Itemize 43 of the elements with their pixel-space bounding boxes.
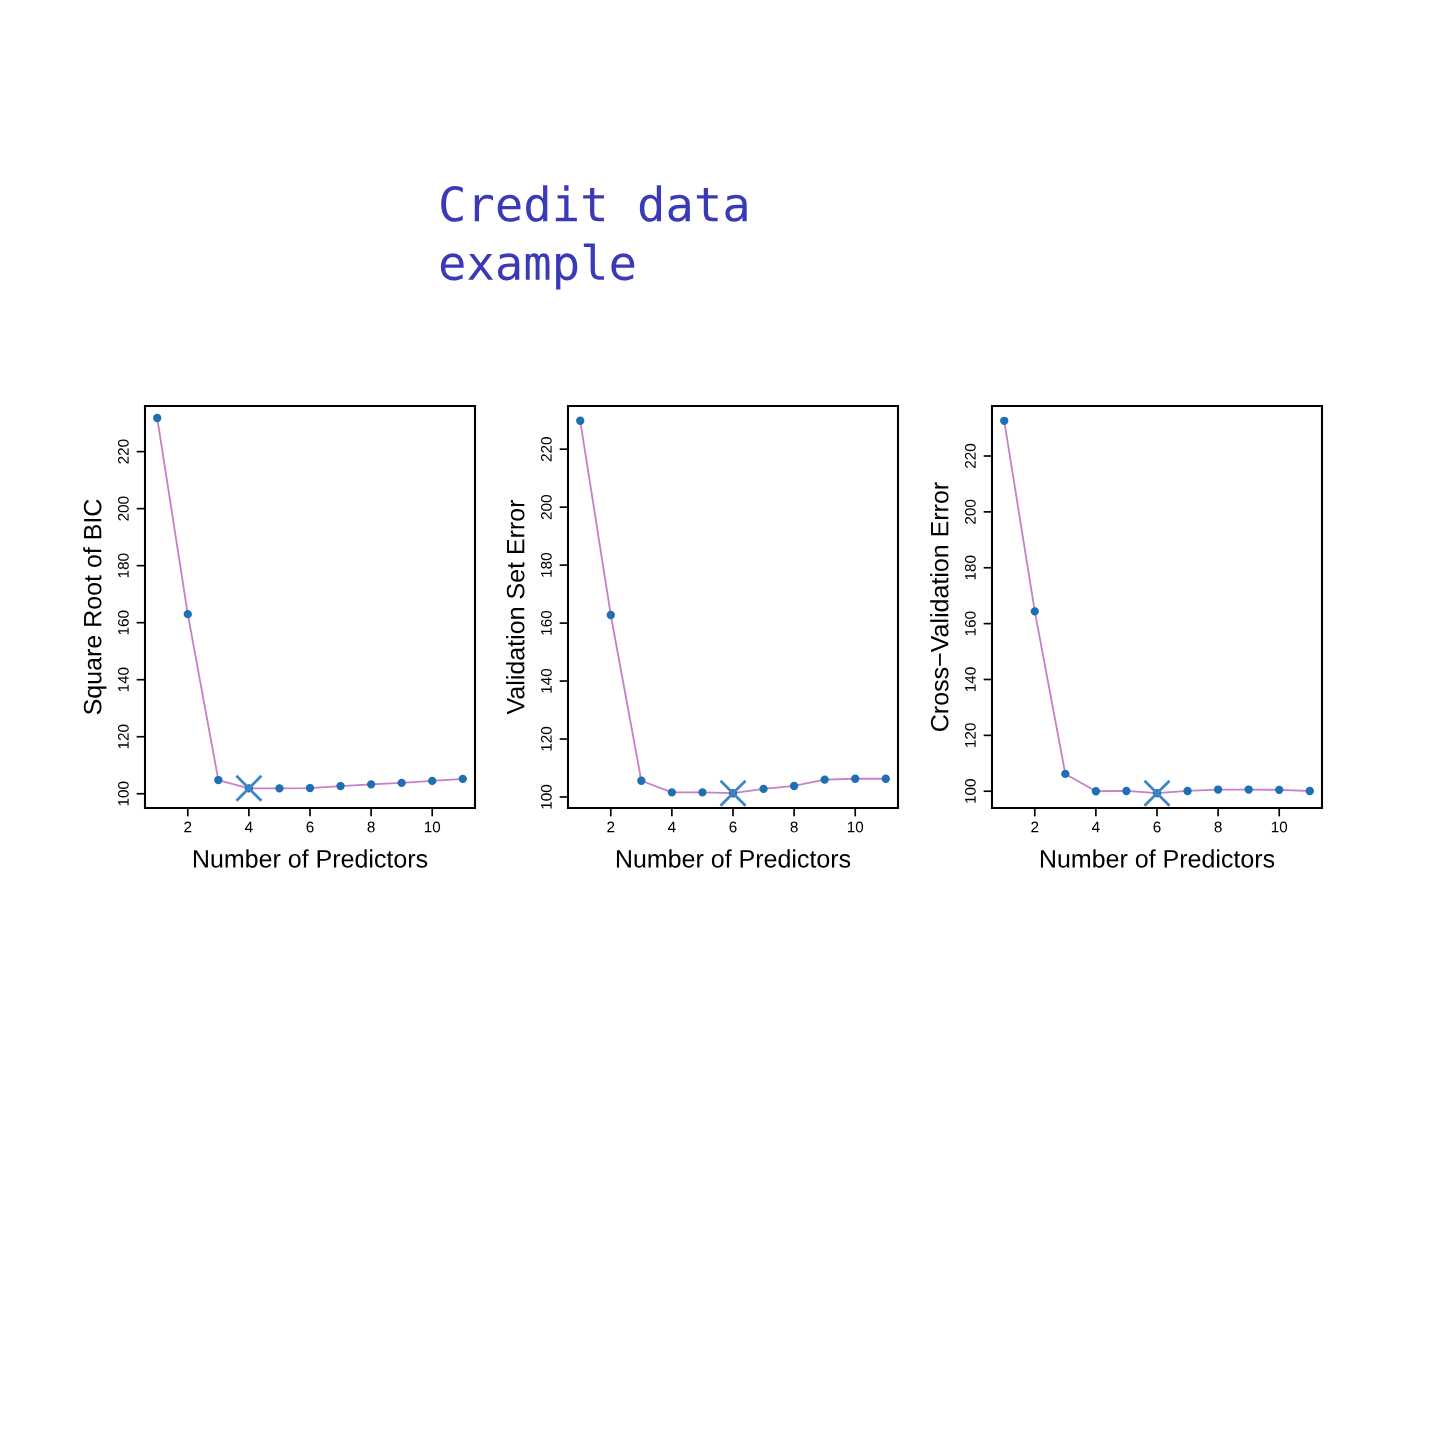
y-tick-label: 140 bbox=[964, 667, 976, 692]
y-tick-label: 220 bbox=[117, 439, 129, 464]
x-tick-label: 10 bbox=[847, 821, 864, 833]
y-axis-title: Validation Set Error bbox=[506, 499, 525, 715]
x-tick-label: 10 bbox=[1271, 821, 1288, 833]
y-tick-label: 180 bbox=[117, 553, 129, 578]
x-tick-label: 8 bbox=[790, 821, 798, 833]
y-tick-label: 100 bbox=[964, 779, 976, 803]
y-tick-label: 200 bbox=[964, 499, 976, 524]
y-tick-label: 100 bbox=[540, 784, 552, 809]
x-axis-title: Number of Predictors bbox=[616, 849, 851, 868]
chart-title: Credit data example bbox=[440, 185, 747, 290]
x-tick-label: 4 bbox=[667, 821, 676, 833]
y-tick-label: 140 bbox=[117, 667, 129, 692]
x-tick-label: 6 bbox=[1153, 821, 1161, 833]
y-tick-label: 160 bbox=[117, 610, 129, 635]
y-axis-title: Cross−Validation Error bbox=[930, 482, 949, 731]
y-tick-label: 200 bbox=[117, 496, 129, 521]
x-tick-label: 4 bbox=[244, 821, 253, 833]
y-tick-label: 120 bbox=[540, 726, 552, 751]
y-tick-label: 200 bbox=[540, 495, 552, 520]
x-axis-title: Number of Predictors bbox=[1040, 849, 1275, 868]
x-tick-label: 4 bbox=[1091, 821, 1100, 833]
x-tick-label: 6 bbox=[729, 821, 737, 833]
y-tick-label: 220 bbox=[540, 437, 552, 462]
x-tick-label: 2 bbox=[184, 821, 192, 833]
y-axis-title: Square Root of BIC bbox=[83, 499, 107, 715]
y-tick-label: 180 bbox=[540, 552, 552, 577]
y-tick-label: 120 bbox=[964, 723, 976, 747]
x-axis-title: Number of Predictors bbox=[193, 849, 428, 868]
x-tick-label: 2 bbox=[607, 821, 615, 833]
y-tick-label: 100 bbox=[117, 781, 129, 806]
x-tick-label: 6 bbox=[306, 821, 314, 833]
x-tick-label: 8 bbox=[367, 821, 375, 833]
y-tick-label: 160 bbox=[964, 611, 976, 636]
x-tick-label: 2 bbox=[1031, 821, 1039, 833]
x-tick-label: 10 bbox=[424, 821, 441, 833]
y-tick-label: 140 bbox=[540, 668, 552, 693]
y-tick-label: 180 bbox=[964, 555, 976, 580]
y-tick-label: 120 bbox=[117, 724, 129, 749]
y-tick-label: 160 bbox=[540, 610, 552, 635]
x-tick-label: 8 bbox=[1214, 821, 1222, 833]
y-tick-label: 220 bbox=[964, 443, 976, 468]
